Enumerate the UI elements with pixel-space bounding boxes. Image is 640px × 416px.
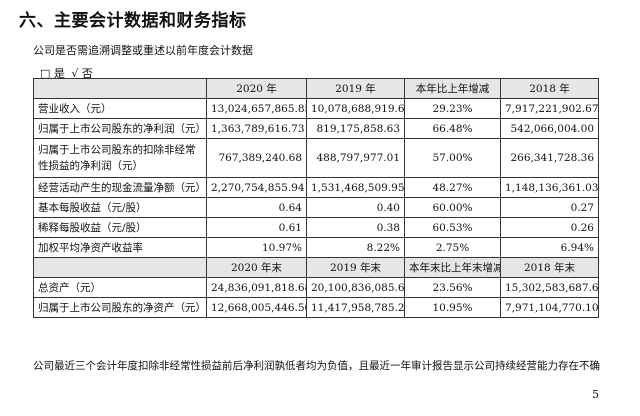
row-label: 基本每股收益（元/股） bbox=[33, 197, 207, 218]
table-row: 归属于上市公司股东的扣除非经常性损益的净利润（元） 767,389,240.68… bbox=[33, 138, 599, 178]
cell-value: 7,917,221,902.67 bbox=[500, 98, 599, 119]
header-2018: 2018 年 bbox=[500, 78, 599, 99]
cell-value: 8.22% bbox=[306, 237, 405, 258]
answer-yes: □ 是 bbox=[40, 67, 65, 80]
answer-options: □ 是 √ 否 bbox=[40, 65, 96, 81]
cell-value: 13,024,657,865.85 bbox=[206, 98, 307, 119]
cell-value: 1,363,789,616.73 bbox=[206, 118, 307, 139]
cell-value: 2,270,754,855.94 bbox=[206, 177, 307, 198]
cell-change: 48.27% bbox=[404, 177, 501, 198]
table-subheader-row: 2020 年末 2019 年末 本年末比上年末增减 2018 年末 bbox=[33, 257, 599, 278]
cell-value: 24,836,091,818.68 bbox=[206, 277, 307, 298]
cell-value: 488,797,977.01 bbox=[306, 138, 405, 178]
cell-value: 0.38 bbox=[306, 217, 405, 238]
cell-value: 1,531,468,509.95 bbox=[306, 177, 405, 198]
row-label: 归属于上市公司股东的扣除非经常性损益的净利润（元） bbox=[33, 138, 207, 178]
cell-value: 11,417,958,785.25 bbox=[306, 297, 405, 318]
answer-no: √ 否 bbox=[71, 67, 93, 80]
restatement-question: 公司是否需追溯调整或重述以前年度会计数据 bbox=[33, 44, 253, 57]
cell-value: 6.94% bbox=[500, 237, 599, 258]
table-row: 归属于上市公司股东的净利润（元） 1,363,789,616.73 819,17… bbox=[33, 118, 599, 139]
table-row: 稀释每股收益（元/股） 0.61 0.38 60.53% 0.26 bbox=[33, 217, 599, 238]
cell-change: 60.53% bbox=[404, 217, 501, 238]
footnote: 公司最近三个会计年度扣除非经常性损益前后净利润孰低者均为负值，且最近一年审计报告… bbox=[33, 360, 600, 372]
cell-change: 66.48% bbox=[404, 118, 501, 139]
cell-value: 10.97% bbox=[206, 237, 307, 258]
table-row: 营业收入（元） 13,024,657,865.85 10,078,688,919… bbox=[33, 98, 599, 119]
row-label: 总资产（元） bbox=[33, 277, 207, 298]
subheader-blank bbox=[33, 257, 207, 278]
header-change-end: 本年末比上年末增减 bbox=[404, 257, 501, 278]
table-row: 基本每股收益（元/股） 0.64 0.40 60.00% 0.27 bbox=[33, 197, 599, 218]
table-row: 经营活动产生的现金流量净额（元） 2,270,754,855.94 1,531,… bbox=[33, 177, 599, 198]
cell-value: 10,078,688,919.69 bbox=[306, 98, 405, 119]
cell-change: 57.00% bbox=[404, 138, 501, 178]
row-label: 归属于上市公司股东的净利润（元） bbox=[33, 118, 207, 139]
header-2020-end: 2020 年末 bbox=[206, 257, 307, 278]
header-2019: 2019 年 bbox=[306, 78, 405, 99]
header-blank bbox=[33, 78, 207, 99]
row-label: 经营活动产生的现金流量净额（元） bbox=[33, 177, 207, 198]
cell-change: 10.95% bbox=[404, 297, 501, 318]
cell-change: 60.00% bbox=[404, 197, 501, 218]
cell-value: 542,066,004.00 bbox=[500, 118, 599, 139]
cell-value: 20,100,836,085.61 bbox=[306, 277, 405, 298]
cell-value: 0.40 bbox=[306, 197, 405, 218]
cell-value: 15,302,583,687.64 bbox=[500, 277, 599, 298]
cell-value: 0.26 bbox=[500, 217, 599, 238]
cell-change: 23.56% bbox=[404, 277, 501, 298]
section-title: 六、主要会计数据和财务指标 bbox=[19, 11, 247, 31]
cell-value: 12,668,005,446.56 bbox=[206, 297, 307, 318]
cell-change: 29.23% bbox=[404, 98, 501, 119]
row-label: 稀释每股收益（元/股） bbox=[33, 217, 207, 238]
cell-value: 7,971,104,770.10 bbox=[500, 297, 599, 318]
cell-value: 0.64 bbox=[206, 197, 307, 218]
table-header-row: 2020 年 2019 年 本年比上年增减 2018 年 bbox=[33, 78, 599, 99]
row-label: 加权平均净资产收益率 bbox=[33, 237, 207, 258]
cell-change: 2.75% bbox=[404, 237, 501, 258]
cell-value: 0.61 bbox=[206, 217, 307, 238]
cell-value: 1,148,136,361.03 bbox=[500, 177, 599, 198]
header-2020: 2020 年 bbox=[206, 78, 307, 99]
cell-value: 767,389,240.68 bbox=[206, 138, 307, 178]
financial-data-table: 2020 年 2019 年 本年比上年增减 2018 年 营业收入（元） 13,… bbox=[33, 78, 599, 318]
cell-value: 0.27 bbox=[500, 197, 599, 218]
header-2019-end: 2019 年末 bbox=[306, 257, 405, 278]
header-change: 本年比上年增减 bbox=[404, 78, 501, 99]
header-2018-end: 2018 年末 bbox=[500, 257, 599, 278]
table-row: 加权平均净资产收益率 10.97% 8.22% 2.75% 6.94% bbox=[33, 237, 599, 258]
cell-value: 819,175,858.63 bbox=[306, 118, 405, 139]
cell-value: 266,341,728.36 bbox=[500, 138, 599, 178]
row-label: 归属于上市公司股东的净资产（元） bbox=[33, 297, 207, 318]
table-row: 归属于上市公司股东的净资产（元） 12,668,005,446.56 11,41… bbox=[33, 297, 599, 318]
table-row: 总资产（元） 24,836,091,818.68 20,100,836,085.… bbox=[33, 277, 599, 298]
row-label: 营业收入（元） bbox=[33, 98, 207, 119]
page-number: 5 bbox=[592, 388, 599, 401]
